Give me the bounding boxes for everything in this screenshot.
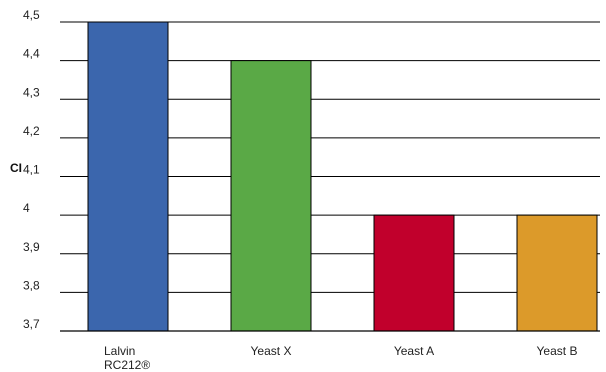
bar-4 xyxy=(516,214,598,332)
y-tick-label: 3,8 xyxy=(23,278,40,292)
bar-2 xyxy=(230,60,312,332)
x-category-label: Yeast B xyxy=(537,344,578,358)
y-tick-label: 4,5 xyxy=(23,8,40,22)
y-tick-label: 3,9 xyxy=(23,240,40,254)
bars xyxy=(87,21,598,332)
x-category-labels: Lalvin RC212® Yeast X Yeast A Yeast B xyxy=(104,344,577,372)
y-axis-label: CI xyxy=(10,161,22,175)
x-category-label: Yeast A xyxy=(394,344,434,358)
y-tick-label: 4,3 xyxy=(23,85,40,99)
y-tick-label: 4,4 xyxy=(23,47,40,61)
y-tick-label: 4,2 xyxy=(23,124,40,138)
x-category-label: Yeast X xyxy=(251,344,292,358)
y-tick-label: 4 xyxy=(23,201,30,215)
y-tick-labels: 3,7 3,8 3,9 4 4,1 4,2 4,3 4,4 4,5 xyxy=(23,8,40,331)
y-tick-label: 3,7 xyxy=(23,317,40,331)
x-category-label-line: RC212® xyxy=(104,358,150,372)
x-category-label: Lalvin RC212® xyxy=(104,344,150,372)
x-category-label-line: Lalvin xyxy=(104,344,135,358)
bar-3 xyxy=(373,214,455,332)
y-tick-label: 4,1 xyxy=(23,163,40,177)
bar-1 xyxy=(87,21,169,332)
